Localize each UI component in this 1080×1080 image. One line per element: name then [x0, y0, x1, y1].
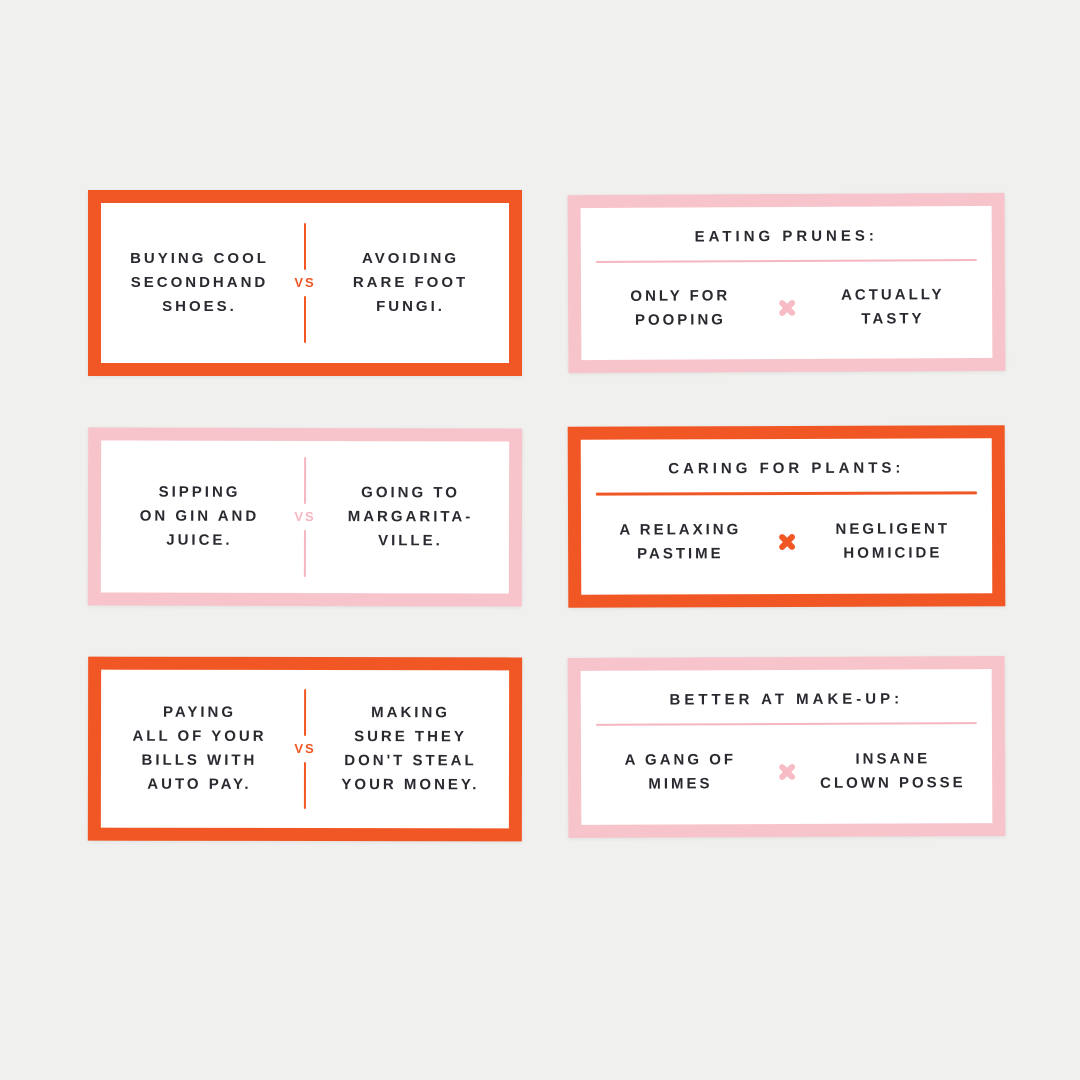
option-left: A GANG OF MIMES	[624, 750, 737, 793]
x-icon	[774, 758, 800, 784]
card-face: BUYING COOL SECONDHAND SHOES. VS AVOIDIN…	[101, 203, 509, 363]
vs-divider: VS	[288, 688, 322, 810]
card-face: EATING PRUNES: ONLY FOR POOPING ACTUALLY…	[580, 205, 993, 361]
option-right: NEGLIGENT HOMICIDE	[835, 519, 951, 562]
option-right: AVOIDING RARE FOOT FUNGI.	[352, 250, 469, 315]
vs-label: VS	[294, 275, 316, 290]
option-right: INSANE CLOWN POSSE	[820, 749, 966, 792]
option-left: A RELAXING PASTIME	[619, 520, 742, 563]
topic-card-caring-for-plants: CARING FOR PLANTS: A RELAXING PASTIME NE…	[567, 425, 1006, 608]
divider-line-top	[304, 223, 306, 270]
option-left: PAYING ALL OF YOUR BILLS WITH AUTO PAY.	[132, 703, 267, 793]
card-title: EATING PRUNES:	[694, 227, 878, 246]
vs-divider: VS	[288, 223, 322, 343]
card-face: SIPPING ON GIN AND JUICE. VS GOING TO MA…	[100, 440, 510, 594]
card-title: CARING FOR PLANTS:	[668, 459, 905, 478]
vs-card-auto-pay: PAYING ALL OF YOUR BILLS WITH AUTO PAY. …	[87, 656, 523, 842]
x-icon	[774, 528, 800, 554]
option-left: ONLY FOR POOPING	[630, 286, 731, 329]
card-face: PAYING ALL OF YOUR BILLS WITH AUTO PAY. …	[100, 669, 510, 829]
vs-card-gin-and-juice: SIPPING ON GIN AND JUICE. VS GOING TO MA…	[87, 427, 523, 607]
option-right: GOING TO MARGARITA- VILLE.	[347, 484, 474, 550]
divider-line-top	[304, 688, 307, 737]
vs-card-secondhand-shoes: BUYING COOL SECONDHAND SHOES. VS AVOIDIN…	[88, 190, 522, 376]
option-left: SIPPING ON GIN AND JUICE.	[139, 483, 260, 549]
vs-label: VS	[294, 508, 316, 525]
divider-line-top	[304, 456, 307, 505]
vs-divider: VS	[288, 456, 322, 578]
divider-line-bottom	[303, 761, 306, 810]
card-title: BETTER AT MAKE-UP:	[669, 690, 904, 709]
option-right: MAKING SURE THEY DON'T STEAL YOUR MONEY.	[341, 704, 480, 794]
card-face: BETTER AT MAKE-UP: A GANG OF MIMES INSAN…	[580, 669, 993, 825]
x-icon	[774, 294, 800, 320]
vs-label: VS	[294, 740, 316, 757]
topic-card-better-at-makeup: BETTER AT MAKE-UP: A GANG OF MIMES INSAN…	[567, 656, 1006, 838]
divider-line-bottom	[304, 296, 306, 343]
option-left: BUYING COOL SECONDHAND SHOES.	[130, 250, 269, 315]
option-right: ACTUALLY TASTY	[841, 285, 945, 328]
topic-card-eating-prunes: EATING PRUNES: ONLY FOR POOPING ACTUALLY…	[567, 192, 1006, 374]
divider-line-bottom	[303, 529, 306, 578]
card-face: CARING FOR PLANTS: A RELAXING PASTIME NE…	[580, 438, 993, 595]
